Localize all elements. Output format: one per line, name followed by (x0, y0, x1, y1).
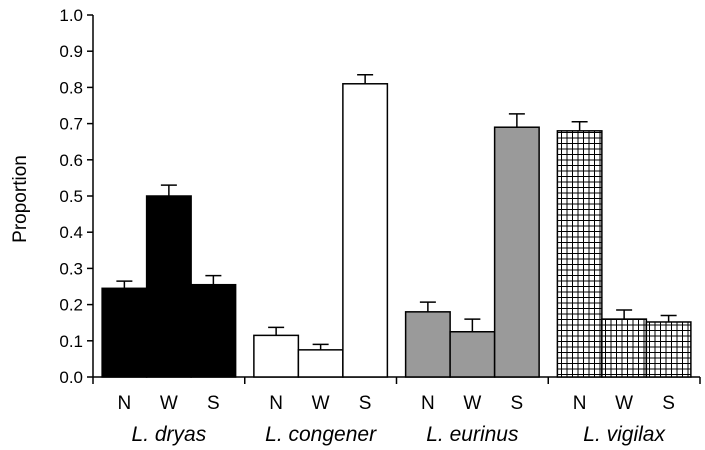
category-label: S (359, 393, 372, 414)
category-label: N (269, 393, 283, 414)
y-tick-label: 0.0 (59, 368, 83, 387)
y-tick-label: 0.8 (59, 78, 83, 97)
bar (253, 334, 300, 378)
category-label: W (160, 393, 178, 414)
bar (190, 283, 237, 378)
group-label: L. vigilax (583, 423, 666, 446)
y-tick-label: 0.6 (59, 151, 83, 170)
y-tick-label: 0.5 (59, 187, 83, 206)
bar (297, 349, 344, 378)
bar (404, 311, 451, 378)
bar (556, 130, 603, 378)
y-tick-label: 0.9 (59, 42, 83, 61)
category-label: N (573, 393, 587, 414)
group-label: L. dryas (132, 423, 207, 446)
bar (449, 331, 496, 378)
group-label: L. congener (265, 423, 377, 446)
y-axis: 0.0 0.1 0.2 0.3 0.4 0.5 0.6 0.7 0.8 0.9 1.0 (59, 6, 94, 387)
group-label: L. eurinus (426, 423, 519, 446)
y-axis-title: Proportion (10, 155, 31, 243)
category-label: N (421, 393, 435, 414)
category-label: S (662, 393, 675, 414)
y-tick-label: 0.1 (59, 332, 83, 351)
category-label: S (207, 393, 220, 414)
y-tick-label: 1.0 (59, 6, 83, 25)
bar (493, 126, 540, 378)
category-label: S (511, 393, 524, 414)
y-tick-label: 0.2 (59, 296, 83, 315)
bar (145, 195, 192, 378)
category-label: W (463, 393, 481, 414)
bar (101, 287, 148, 378)
x-axis (92, 376, 701, 384)
category-label: W (312, 393, 330, 414)
y-tick-label: 0.4 (59, 223, 83, 242)
bars (101, 73, 692, 378)
category-label: N (118, 393, 132, 414)
y-tick-label: 0.3 (59, 259, 83, 278)
group-labels: L. dryas L. congener L. eurinus L. vigilax (132, 423, 667, 446)
bar (601, 318, 648, 378)
bar (342, 83, 389, 378)
bar (645, 321, 692, 378)
category-label: W (615, 393, 633, 414)
y-tick-label: 0.7 (59, 115, 83, 134)
